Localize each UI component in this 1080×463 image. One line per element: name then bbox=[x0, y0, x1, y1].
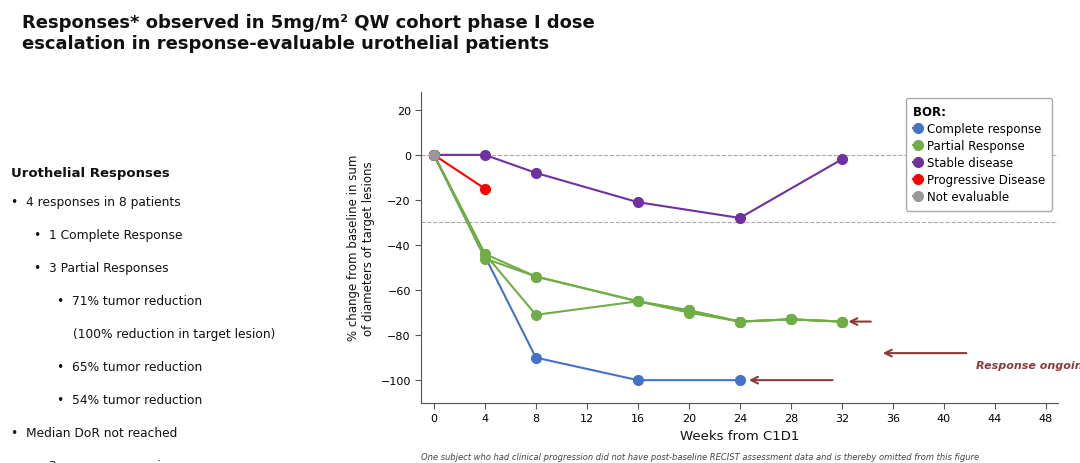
Text: Urothelial Responses: Urothelial Responses bbox=[11, 167, 170, 180]
Text: •  4 responses in 8 patients: • 4 responses in 8 patients bbox=[11, 195, 180, 208]
Y-axis label: % change from baseline in sum
of diameters of target lesions: % change from baseline in sum of diamete… bbox=[347, 155, 375, 341]
Text: Response ongoing: Response ongoing bbox=[975, 360, 1080, 370]
Text: Responses* observed in 5mg/m² QW cohort phase I dose
escalation in response-eval: Responses* observed in 5mg/m² QW cohort … bbox=[22, 14, 594, 53]
Text: •  54% tumor reduction: • 54% tumor reduction bbox=[57, 394, 203, 407]
Text: •  71% tumor reduction: • 71% tumor reduction bbox=[57, 294, 203, 307]
Text: •  3 Partial Responses: • 3 Partial Responses bbox=[35, 262, 168, 275]
Legend: Complete response, Partial Response, Stable disease, Progressive Disease, Not ev: Complete response, Partial Response, Sta… bbox=[906, 99, 1053, 211]
Text: •  1 Complete Response: • 1 Complete Response bbox=[35, 228, 183, 241]
Text: •  65% tumor reduction: • 65% tumor reduction bbox=[57, 360, 203, 374]
Text: (100% reduction in target lesion): (100% reduction in target lesion) bbox=[73, 327, 275, 340]
Text: One subject who had clinical progression did not have post-baseline RECIST asses: One subject who had clinical progression… bbox=[421, 452, 980, 461]
Text: •  Median DoR not reached: • Median DoR not reached bbox=[11, 426, 177, 439]
X-axis label: Weeks from C1D1: Weeks from C1D1 bbox=[680, 429, 799, 442]
Text: •  3 responses ongoing: • 3 responses ongoing bbox=[35, 459, 176, 463]
